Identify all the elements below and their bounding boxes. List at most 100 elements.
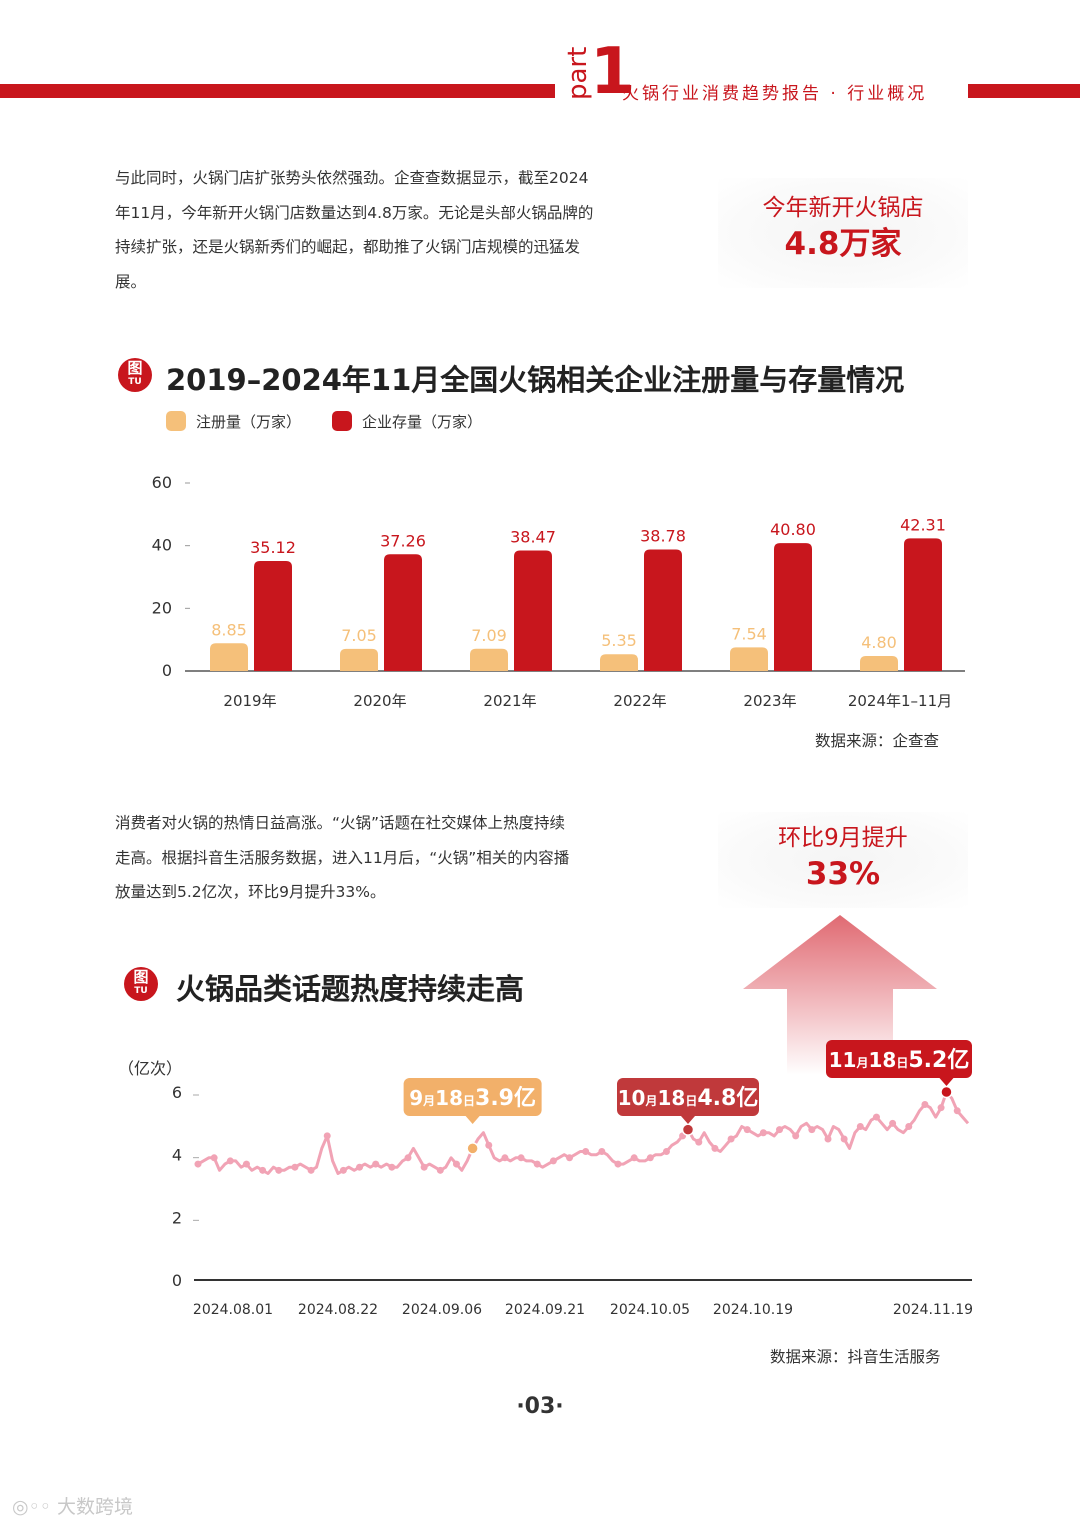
data-label: 7.05 <box>341 626 377 645</box>
annotation-point <box>681 1123 695 1136</box>
data-point <box>921 1101 929 1109</box>
data-point <box>889 1119 897 1127</box>
page-number: ·03· <box>516 1394 564 1419</box>
legend-stock: 企业存量（万家） <box>332 408 482 434</box>
paragraph-line: 持续扩张，还是火锅新秀们的崛起，都助推了火锅门店规模的迅猛发 <box>115 238 581 256</box>
callout-new-stores: 今年新开火锅店 4.8万家 <box>718 178 968 288</box>
data-point <box>291 1163 299 1171</box>
data-point <box>210 1154 218 1162</box>
data-point <box>792 1132 800 1140</box>
y-tick-label: 20 <box>152 598 172 617</box>
bar-stock <box>514 550 552 671</box>
bar-stock <box>254 560 292 671</box>
x-tick-label: 2024.08.22 <box>298 1302 378 1318</box>
data-point <box>614 1160 622 1168</box>
data-point <box>549 1157 557 1165</box>
y-tick-label: 40 <box>152 536 172 555</box>
bar-registration <box>860 655 898 671</box>
header-title: 火锅行业消费趋势报告 · 行业概况 <box>622 84 928 104</box>
data-point <box>372 1160 380 1168</box>
x-tick-label: 2024.10.05 <box>610 1302 690 1318</box>
y-tick-label: 0 <box>172 1271 182 1290</box>
data-label: 38.47 <box>510 527 556 546</box>
data-label: 37.26 <box>380 531 426 550</box>
data-point <box>582 1148 590 1156</box>
data-point <box>856 1122 864 1130</box>
data-point <box>646 1154 654 1162</box>
header-part-number: 1 <box>590 35 635 109</box>
bar-stock <box>644 549 682 671</box>
callout-box <box>403 1078 542 1116</box>
bar-registration <box>730 647 768 671</box>
x-tick-label: 2023年 <box>743 692 796 710</box>
data-point <box>695 1138 703 1146</box>
data-label: 40.80 <box>770 520 816 539</box>
watermark-text: 大数跨境 <box>57 1496 134 1518</box>
header-bar-right <box>968 84 1080 98</box>
data-point <box>452 1160 460 1168</box>
data-point <box>662 1148 670 1156</box>
x-tick-label: 2024年1–11月 <box>848 692 952 710</box>
x-tick-label: 2024.08.01 <box>193 1302 273 1318</box>
callout-pointer <box>681 1116 695 1124</box>
bar-registration <box>600 654 638 671</box>
data-point <box>420 1163 428 1171</box>
callout-value: 4.8万家 <box>784 226 902 262</box>
x-tick-label: 2024.09.21 <box>505 1302 585 1318</box>
bar-registration <box>210 643 248 671</box>
data-point <box>259 1166 267 1174</box>
legend-swatch-red <box>332 411 352 431</box>
watermark: ◎◦◦ 大数跨境 <box>12 1492 133 1519</box>
bar-stock <box>774 543 812 671</box>
y-tick-label: 4 <box>172 1146 182 1165</box>
figure-icon: 图 TU <box>118 358 152 392</box>
legend-swatch-orange <box>166 411 186 431</box>
callout-value: 33% <box>805 856 881 892</box>
paragraph-line: 走高。根据抖音生活服务数据，进入11月后，“火锅”相关的内容播 <box>115 848 570 867</box>
annotation-callout: 10月18日4.8亿 <box>617 1078 759 1124</box>
data-point <box>759 1129 767 1137</box>
callout-label: 环比9月提升 <box>778 825 908 851</box>
annotation-point <box>466 1142 479 1155</box>
bar-registration <box>470 648 508 671</box>
data-point <box>598 1148 606 1156</box>
y-tick-label: 0 <box>162 661 172 680</box>
data-point <box>323 1132 331 1140</box>
x-tick-label: 2022年 <box>613 692 666 710</box>
y-tick-label: 6 <box>172 1083 182 1102</box>
x-tick-label: 2021年 <box>483 692 536 710</box>
data-label: 5.35 <box>601 631 637 650</box>
x-tick-label: 2024.10.19 <box>713 1302 793 1318</box>
section1-paragraph: 与此同时，火锅门店扩张势头依然强劲。企查查数据显示，截至2024 年11月，今年… <box>115 161 593 299</box>
callout-label: 今年新开火锅店 <box>762 195 924 221</box>
data-point <box>501 1154 509 1162</box>
data-point <box>404 1154 412 1162</box>
data-point <box>388 1163 396 1171</box>
x-tick-label: 2020年 <box>353 692 406 710</box>
bar-stock <box>384 554 422 671</box>
callout-pointer <box>939 1078 954 1086</box>
paragraph-line: 放量达到5.2亿次，环比9月提升33%。 <box>115 883 386 901</box>
data-point <box>436 1166 444 1174</box>
data-point <box>339 1166 347 1174</box>
callout-box <box>617 1078 759 1116</box>
y-tick-label: 2 <box>172 1208 182 1227</box>
data-point <box>630 1154 638 1162</box>
paragraph-line: 消费者对火锅的热情日益高涨。“火锅”话题在社交媒体上热度持续 <box>115 814 566 832</box>
data-point <box>808 1126 816 1134</box>
chart1-title: 2019–2024年11月全国火锅相关企业注册量与存量情况 <box>166 363 905 397</box>
data-point <box>953 1107 961 1115</box>
bar-registration <box>340 648 378 671</box>
line-chart: （亿次） 0 2 4 6 2024.08.01 2024.08.22 2024.09.06 20… <box>118 1040 973 1318</box>
data-point <box>242 1160 250 1168</box>
data-point <box>566 1154 574 1162</box>
data-point <box>937 1104 945 1112</box>
data-point <box>226 1157 234 1165</box>
series-line <box>197 1090 970 1175</box>
chart1-source: 数据来源：企查查 <box>815 732 940 750</box>
legend-label: 企业存量（万家） <box>362 412 483 431</box>
data-label: 8.85 <box>211 620 247 639</box>
figure-icon: 图 TU <box>124 967 158 1001</box>
data-label: 42.31 <box>900 515 946 534</box>
bar-chart: 0 20 40 60 2019年 8.85 35.12 2020年 7.05 37.26 2021年… <box>152 473 965 710</box>
